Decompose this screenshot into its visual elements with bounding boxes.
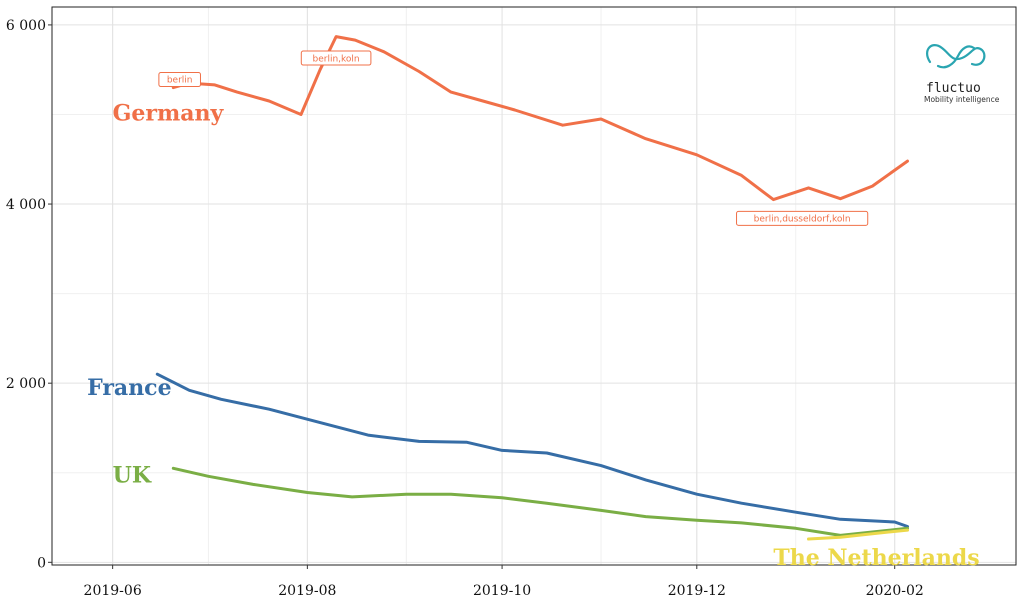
- y-tick-label: 0: [37, 555, 46, 571]
- series-name-label: Germany: [113, 101, 225, 127]
- x-tick-label: 2019-08: [278, 583, 336, 599]
- x-tick-label: 2019-12: [668, 583, 726, 599]
- logo-tagline: Mobility intelligence: [924, 95, 1000, 104]
- series-name-label: France: [87, 375, 171, 401]
- grid-major: [52, 7, 1016, 565]
- annotation-box: [736, 210, 869, 226]
- annotation-label: berlin,koln: [300, 50, 372, 66]
- series-labels: Germany France UK The Netherlands: [87, 101, 980, 571]
- y-tick-label: 6 000: [6, 18, 46, 34]
- series-lines: [155, 35, 909, 541]
- logo-mark-icon: [926, 44, 986, 69]
- plot-border: [51, 6, 1017, 566]
- x-axis: 2019-06 2019-08 2019-10 2019-12 2020-02: [84, 565, 924, 599]
- annotation-text: berlin,dusseldorf,koln: [754, 215, 851, 225]
- x-tick-label: 2020-02: [866, 583, 924, 599]
- y-axis: 0 2 000 4 000 6 000: [6, 18, 52, 571]
- annotation-box: [158, 72, 201, 88]
- series-line-uk: [171, 466, 909, 537]
- annotation-label: berlin: [158, 72, 201, 88]
- series-name-label: The Netherlands: [773, 545, 979, 571]
- series-line-france: [155, 372, 909, 528]
- series-name-label: UK: [113, 463, 152, 489]
- annotation-label: berlin,dusseldorf,koln: [736, 210, 869, 226]
- x-tick-label: 2019-06: [84, 583, 142, 599]
- x-tick-label: 2019-10: [473, 583, 531, 599]
- y-tick-label: 2 000: [6, 376, 46, 392]
- annotation-text: berlin: [167, 76, 193, 86]
- logo-wordmark: fluctuo: [926, 81, 981, 96]
- annotations: berlin berlin,koln berlin,dusseldorf,koln: [158, 50, 869, 226]
- series-line-the-netherlands: [807, 528, 909, 541]
- y-tick-label: 4 000: [6, 197, 46, 213]
- fluctuo-logo: fluctuo Mobility intelligence: [924, 44, 1000, 104]
- series-line-germany: [171, 35, 909, 202]
- annotation-text: berlin,koln: [313, 54, 360, 64]
- annotation-box: [300, 50, 372, 66]
